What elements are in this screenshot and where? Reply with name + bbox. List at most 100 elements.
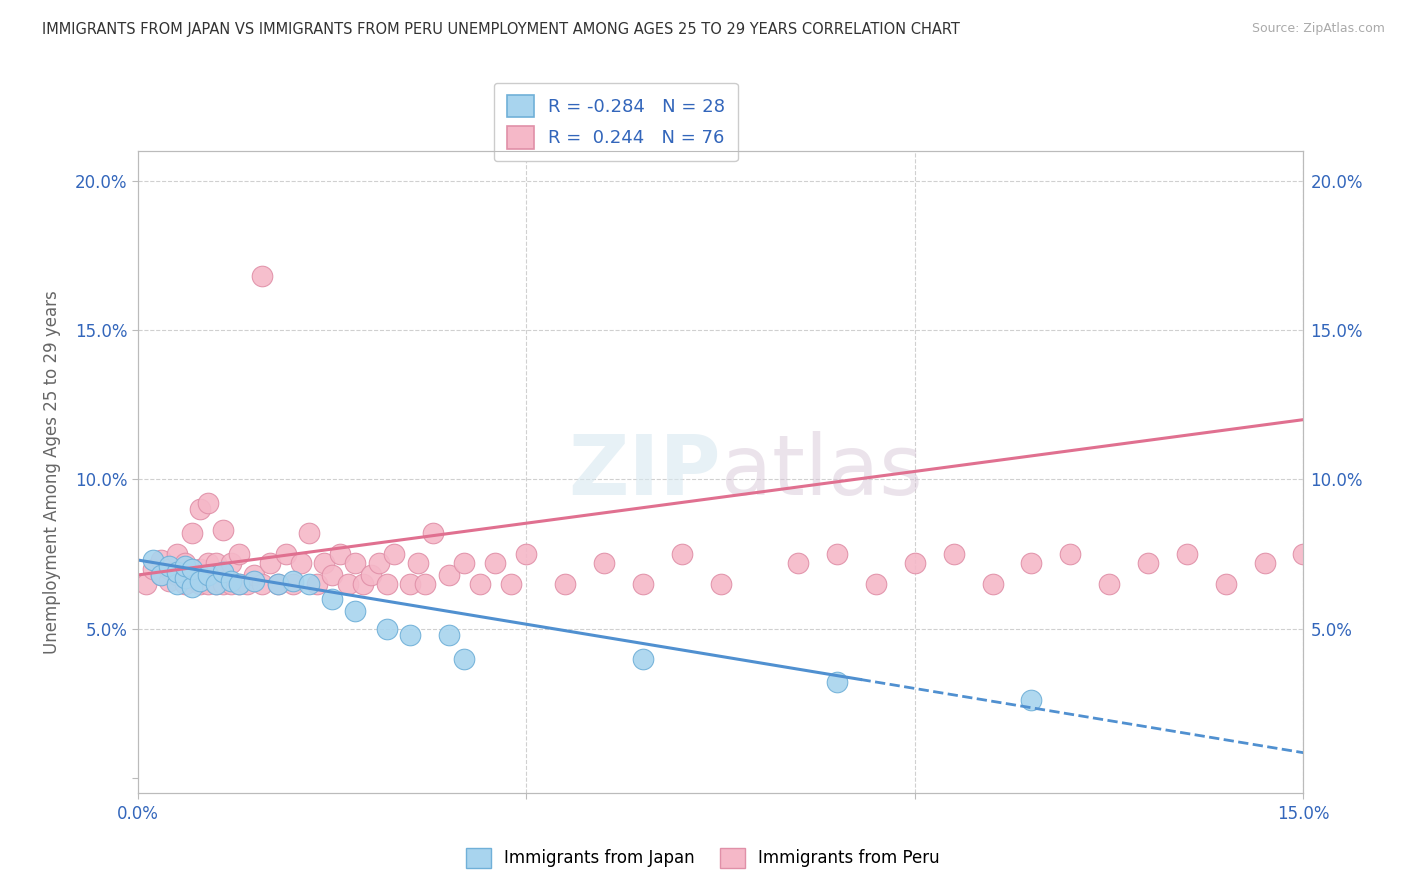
Point xyxy=(453,651,475,665)
Point xyxy=(259,556,281,570)
Point xyxy=(150,568,173,582)
Point xyxy=(399,628,422,642)
Point xyxy=(631,577,654,591)
Point xyxy=(283,574,305,588)
Point xyxy=(321,568,343,582)
Point xyxy=(228,577,250,591)
Point xyxy=(344,604,367,618)
Point xyxy=(554,577,576,591)
Point xyxy=(204,556,226,570)
Point xyxy=(329,547,352,561)
Point xyxy=(671,547,693,561)
Point xyxy=(212,565,235,579)
Point xyxy=(344,556,367,570)
Point xyxy=(375,577,398,591)
Point xyxy=(484,556,506,570)
Point xyxy=(422,526,444,541)
Point xyxy=(290,556,312,570)
Point xyxy=(181,580,204,594)
Point xyxy=(593,556,616,570)
Point xyxy=(173,577,195,591)
Point xyxy=(415,577,437,591)
Point xyxy=(283,577,305,591)
Point xyxy=(865,577,887,591)
Point xyxy=(166,568,188,582)
Point xyxy=(710,577,733,591)
Point xyxy=(197,556,219,570)
Point xyxy=(166,565,188,579)
Point xyxy=(437,568,460,582)
Point xyxy=(904,556,927,570)
Point xyxy=(181,526,204,541)
Point xyxy=(235,577,257,591)
Point xyxy=(631,651,654,665)
Point xyxy=(1175,547,1198,561)
Point xyxy=(173,556,195,570)
Point xyxy=(1059,547,1081,561)
Point xyxy=(468,577,491,591)
Point xyxy=(352,577,374,591)
Point xyxy=(382,547,405,561)
Point xyxy=(181,562,204,576)
Point xyxy=(1021,556,1043,570)
Y-axis label: Unemployment Among Ages 25 to 29 years: Unemployment Among Ages 25 to 29 years xyxy=(44,290,60,654)
Point xyxy=(274,547,297,561)
Point xyxy=(1098,577,1121,591)
Point xyxy=(157,562,180,576)
Point xyxy=(243,574,266,588)
Point xyxy=(1137,556,1160,570)
Point xyxy=(243,568,266,582)
Point xyxy=(336,577,359,591)
Point xyxy=(1215,577,1237,591)
Point xyxy=(197,568,219,582)
Point xyxy=(453,556,475,570)
Point xyxy=(1292,547,1315,561)
Point xyxy=(787,556,810,570)
Point xyxy=(981,577,1004,591)
Point xyxy=(173,559,195,574)
Text: Source: ZipAtlas.com: Source: ZipAtlas.com xyxy=(1251,22,1385,36)
Point xyxy=(188,577,211,591)
Point xyxy=(142,562,165,576)
Point xyxy=(219,577,242,591)
Point xyxy=(181,568,204,582)
Text: ZIP: ZIP xyxy=(568,432,721,512)
Point xyxy=(314,556,336,570)
Point xyxy=(219,574,242,588)
Point xyxy=(204,577,226,591)
Point xyxy=(204,577,226,591)
Point xyxy=(942,547,965,561)
Legend: R = -0.284   N = 28, R =  0.244   N = 76: R = -0.284 N = 28, R = 0.244 N = 76 xyxy=(494,83,738,161)
Point xyxy=(228,577,250,591)
Point xyxy=(252,577,274,591)
Point xyxy=(157,559,180,574)
Point xyxy=(142,553,165,567)
Point xyxy=(197,496,219,510)
Point xyxy=(437,628,460,642)
Point xyxy=(135,577,157,591)
Point xyxy=(188,574,211,588)
Point xyxy=(399,577,422,591)
Point xyxy=(188,562,211,576)
Point xyxy=(197,577,219,591)
Point xyxy=(360,568,382,582)
Point xyxy=(150,553,173,567)
Point xyxy=(305,577,328,591)
Point xyxy=(825,675,848,690)
Text: IMMIGRANTS FROM JAPAN VS IMMIGRANTS FROM PERU UNEMPLOYMENT AMONG AGES 25 TO 29 Y: IMMIGRANTS FROM JAPAN VS IMMIGRANTS FROM… xyxy=(42,22,960,37)
Point xyxy=(228,547,250,561)
Text: atlas: atlas xyxy=(721,432,922,512)
Legend: Immigrants from Japan, Immigrants from Peru: Immigrants from Japan, Immigrants from P… xyxy=(460,841,946,875)
Point xyxy=(219,556,242,570)
Point xyxy=(825,547,848,561)
Point xyxy=(298,526,321,541)
Point xyxy=(321,591,343,606)
Point xyxy=(166,547,188,561)
Point xyxy=(515,547,537,561)
Point xyxy=(166,577,188,591)
Point xyxy=(367,556,389,570)
Point xyxy=(375,622,398,636)
Point xyxy=(1253,556,1275,570)
Point xyxy=(298,577,321,591)
Point xyxy=(267,577,290,591)
